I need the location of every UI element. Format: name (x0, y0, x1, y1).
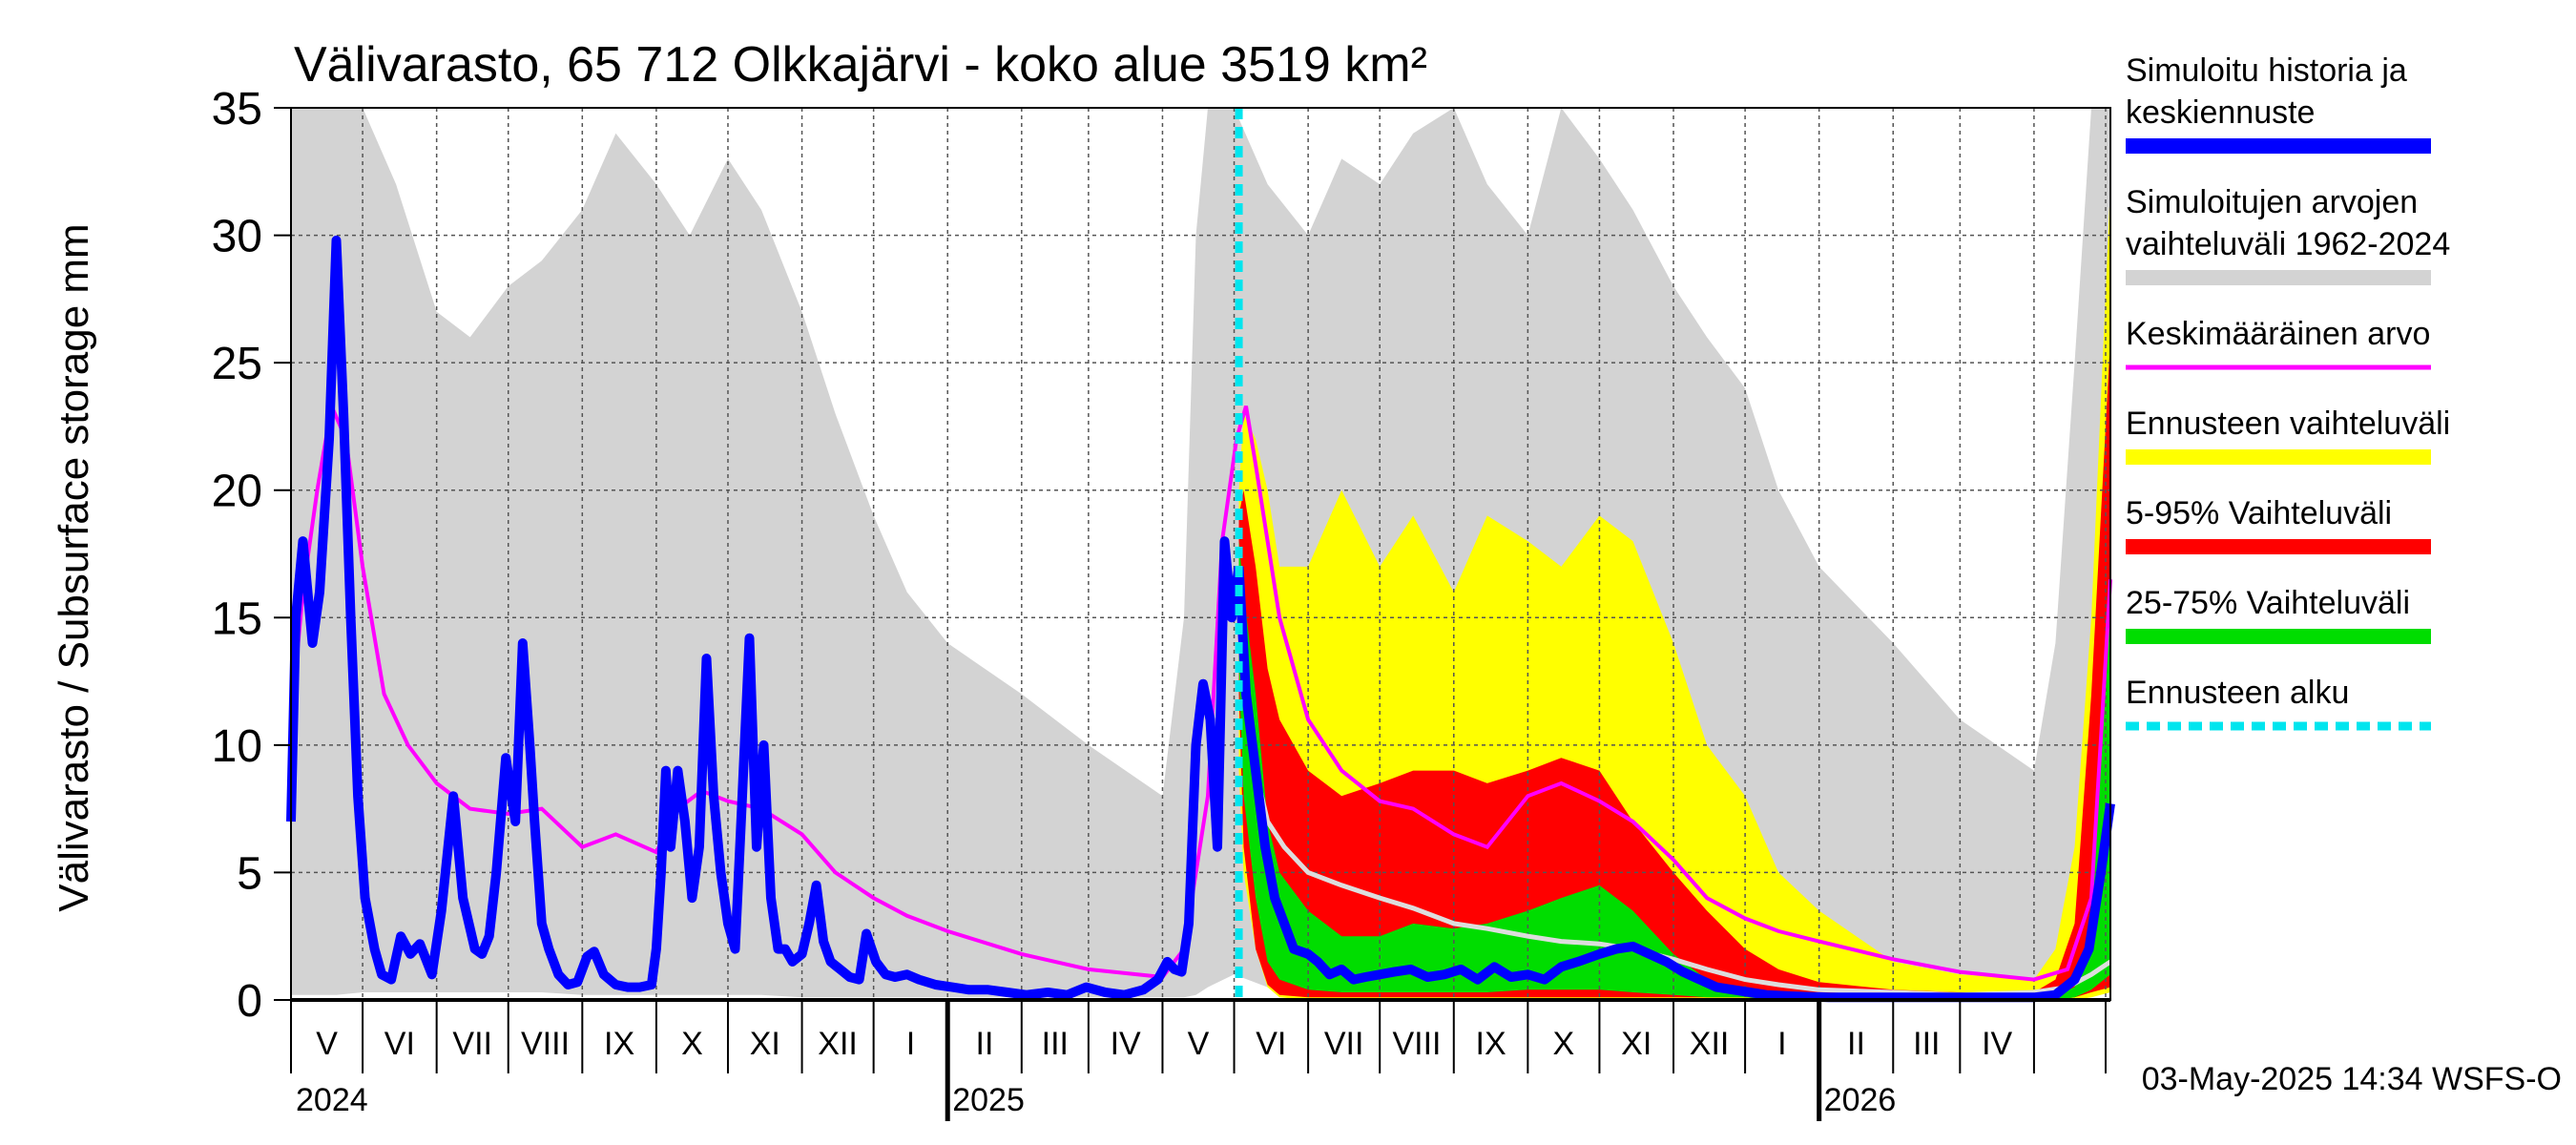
year-label: 2025 (952, 1082, 1025, 1118)
footer-timestamp: 03-May-2025 14:34 WSFS-O (2142, 1061, 2562, 1097)
month-tick-label: II (976, 1026, 994, 1062)
y-axis: 0 5 10 15 20 25 30 35 (212, 84, 291, 1027)
month-tick-label: VII (1324, 1026, 1364, 1062)
y-tick-label: 25 (212, 339, 262, 389)
legend-label: vaihteluväli 1962-2024 (2126, 226, 2450, 262)
month-tick-label: XII (1690, 1026, 1730, 1062)
y-tick-label: 15 (212, 593, 262, 644)
month-tick-label: XII (818, 1026, 858, 1062)
month-tick-label: V (1188, 1026, 1210, 1062)
legend-swatch (2126, 629, 2431, 644)
month-tick-label: IV (1982, 1026, 2012, 1062)
month-tick-label: III (1913, 1026, 1940, 1062)
legend: Simuloitu historia ja keskiennuste Simuloi… (2126, 52, 2450, 731)
y-tick-label: 10 (212, 721, 262, 772)
legend-label: Keskimääräinen arvo (2126, 316, 2430, 352)
month-tick-label: V (316, 1026, 338, 1062)
legend-label: keskiennuste (2126, 94, 2315, 131)
plot-frame (290, 107, 2111, 1002)
month-tick-label: VII (452, 1026, 492, 1062)
month-tick-label: VI (1256, 1026, 1286, 1062)
month-tick-label: XI (1621, 1026, 1652, 1062)
legend-label: 5-95% Vaihteluväli (2126, 495, 2392, 531)
legend-label: Ennusteen vaihteluväli (2126, 406, 2450, 442)
y-axis-label: Välivarasto / Subsurface storage mm (51, 223, 97, 911)
legend-label: Simuloitujen arvojen (2126, 184, 2418, 220)
series-history (286, 235, 1244, 1000)
y-tick-label: 35 (212, 84, 262, 135)
x-axis: V VI VII VIII IX X XI XII I II III IV V VI VII VIII IX X X… (290, 1000, 2107, 1121)
y-tick-label: 5 (237, 848, 262, 899)
legend-swatch (2126, 449, 2431, 465)
year-label: 2026 (1824, 1082, 1897, 1118)
plot-lines (286, 108, 2115, 1003)
month-tick-label: VI (384, 1026, 415, 1062)
plot-grid (291, 108, 2110, 1000)
chart-title: Välivarasto, 65 712 Olkkajärvi - koko al… (294, 37, 1427, 93)
month-tick-label: III (1042, 1026, 1069, 1062)
legend-swatch (2126, 539, 2431, 554)
legend-label: Ennusteen alku (2126, 675, 2349, 711)
year-label: 2024 (296, 1082, 368, 1118)
y-tick-label: 0 (237, 976, 262, 1027)
month-tick-label: IV (1111, 1026, 1141, 1062)
series-forecast-mean (1234, 566, 2115, 1003)
month-tick-label: IX (604, 1026, 634, 1062)
month-tick-label: X (681, 1026, 703, 1062)
y-tick-label: 30 (212, 212, 262, 262)
month-tick-label: I (906, 1026, 915, 1062)
legend-swatch (2126, 138, 2431, 154)
y-tick-label: 20 (212, 467, 262, 517)
month-tick-label: IX (1476, 1026, 1506, 1062)
band-25-75 (1238, 541, 2110, 1000)
month-tick-label: VIII (521, 1026, 570, 1062)
month-tick-label: II (1847, 1026, 1865, 1062)
month-tick-label: X (1553, 1026, 1575, 1062)
legend-swatch (2126, 270, 2431, 285)
month-tick-label: XI (750, 1026, 780, 1062)
month-tick-label: VIII (1392, 1026, 1441, 1062)
legend-label: Simuloitu historia ja (2126, 52, 2407, 89)
legend-label: 25-75% Vaihteluväli (2126, 585, 2410, 621)
month-tick-label: I (1777, 1026, 1786, 1062)
